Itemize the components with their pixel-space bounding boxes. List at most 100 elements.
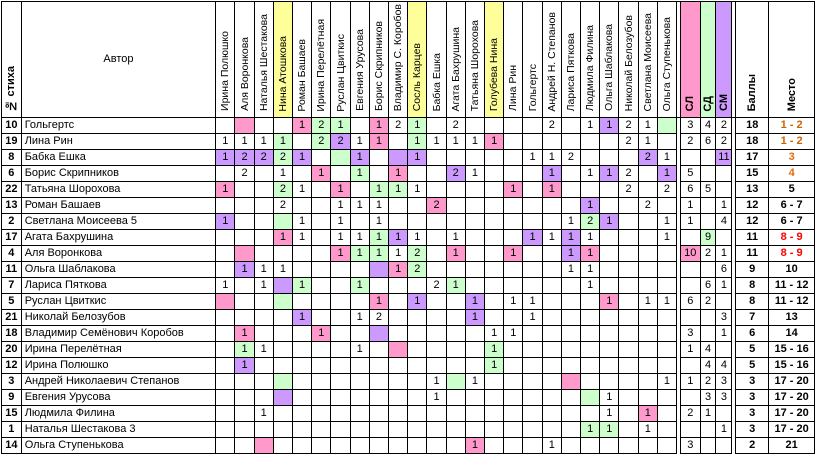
score-cell	[464, 181, 486, 199]
score-cell	[522, 165, 543, 183]
score-cell: 1	[522, 229, 543, 247]
score-cell: 1	[637, 293, 658, 311]
place-cell: 13	[768, 309, 815, 327]
place-cell: 3	[768, 149, 815, 167]
score-cell	[618, 149, 639, 167]
place-cell: 11 - 12	[768, 293, 815, 311]
header-sm: СМ	[715, 0, 733, 119]
score-cell	[253, 373, 274, 391]
score-cell: 1	[599, 213, 620, 231]
score-cell	[541, 325, 562, 343]
score-cell: 1	[464, 373, 486, 391]
score-cell	[215, 341, 236, 359]
score-cell: 1	[292, 213, 313, 231]
balls-cell: 8	[735, 277, 770, 295]
score-cell	[464, 357, 486, 375]
score-cell	[599, 373, 620, 391]
score-cell	[464, 389, 486, 407]
score-cell	[560, 309, 582, 327]
sl-cell: 6	[679, 181, 701, 199]
score-cell	[618, 437, 639, 455]
score-cell	[560, 373, 582, 391]
header-judge: Гольгертс	[522, 0, 543, 119]
score-cell: 1	[484, 341, 505, 359]
sm-cell: 3	[715, 389, 733, 407]
score-cell: 1	[388, 261, 409, 279]
score-cell	[445, 405, 466, 423]
score-cell: 2	[311, 133, 332, 151]
score-cell	[388, 421, 409, 439]
score-cell	[445, 373, 466, 391]
score-cell: 2	[445, 165, 466, 183]
score-cell	[330, 149, 351, 167]
score-cell: 1	[407, 229, 428, 247]
score-cell	[637, 437, 658, 455]
score-cell: 1	[349, 245, 370, 263]
score-cell	[368, 437, 390, 455]
score-cell	[292, 405, 313, 423]
score-cell	[292, 245, 313, 263]
score-cell	[292, 341, 313, 359]
score-cell	[656, 341, 678, 359]
place-cell: 6 - 7	[768, 213, 815, 231]
score-cell	[464, 229, 486, 247]
score-cell	[330, 309, 351, 327]
score-cell: 1	[599, 405, 620, 423]
score-cell	[311, 229, 332, 247]
score-cell	[253, 357, 274, 375]
header-judge-label: Роман Башаев	[296, 38, 309, 112]
score-cell	[656, 245, 678, 263]
score-cell	[234, 373, 255, 391]
score-cell	[656, 389, 678, 407]
score-cell: 1	[426, 389, 447, 407]
score-cell	[311, 341, 332, 359]
score-cell	[484, 373, 505, 391]
score-cell: 1	[215, 181, 236, 199]
sd-cell	[699, 309, 717, 327]
score-cell: 2	[580, 213, 601, 231]
place-cell: 15 - 16	[768, 357, 815, 375]
score-cell: 1	[656, 165, 678, 183]
score-cell	[253, 181, 274, 199]
balls-cell: 3	[735, 373, 770, 391]
place-cell: 8 - 9	[768, 229, 815, 247]
table-row: 19 Лина Рин 1 1 1 1 2 2 1 1 1 1 1 1 1 2 1 2 6 2 18 1 - 2	[1, 133, 815, 151]
sm-cell: 1	[715, 325, 733, 343]
score-cell	[464, 325, 486, 343]
author-name: Лариса Пяткова	[20, 277, 217, 295]
score-cell: 1	[368, 117, 390, 135]
sm-cell	[715, 181, 733, 199]
score-cell: 2	[426, 277, 447, 295]
score-cell	[311, 421, 332, 439]
poem-number: 13	[1, 197, 22, 215]
score-cell	[330, 341, 351, 359]
sd-cell	[699, 261, 717, 279]
score-cell: 1	[253, 341, 274, 359]
score-cell: 1	[656, 373, 678, 391]
score-cell	[311, 213, 332, 231]
score-cell	[215, 117, 236, 135]
score-cell	[618, 325, 639, 343]
score-cell	[599, 133, 620, 151]
sm-cell: 1	[715, 245, 733, 263]
sd-cell: 2	[699, 373, 717, 391]
score-cell	[599, 325, 620, 343]
score-cell	[253, 437, 274, 455]
score-cell	[464, 341, 486, 359]
poem-number: 15	[1, 405, 22, 423]
sm-cell	[715, 405, 733, 423]
score-cell	[426, 421, 447, 439]
score-cell	[253, 421, 274, 439]
score-cell	[503, 405, 524, 423]
sd-cell: 2	[699, 245, 717, 263]
score-cell: 1	[503, 325, 524, 343]
balls-cell: 15	[735, 165, 770, 183]
table-row: 22 Татьяна Шорохова 1 2 1 1 1 1 1 1 1 2 2 6 5 13 5	[1, 181, 815, 199]
score-cell	[445, 341, 466, 359]
score-cell: 1	[272, 133, 294, 151]
score-cell: 1	[272, 229, 294, 247]
table-row: 21 Николай Белозубов 1 1 2 1 1 3 7 13	[1, 309, 815, 327]
author-name: Наталья Шестакова 3	[20, 421, 217, 439]
score-cell	[330, 325, 351, 343]
score-cell	[637, 229, 658, 247]
